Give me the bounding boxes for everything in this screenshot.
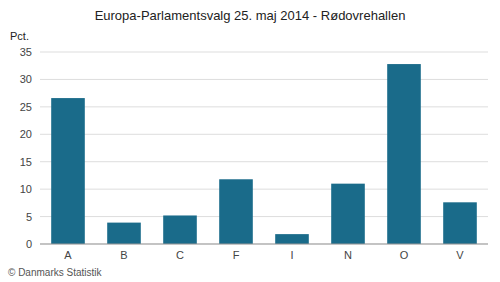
bar (51, 98, 85, 244)
x-tick-label: A (64, 249, 72, 261)
x-tick-label: F (233, 249, 240, 261)
bar (219, 179, 253, 244)
grid-line (40, 244, 488, 245)
title: Europa-Parlamentsvalg 25. maj 2014 - Rød… (95, 8, 406, 23)
bar (163, 215, 197, 244)
y-tick-label: 0 (26, 238, 32, 250)
y-tick-label: 20 (20, 128, 32, 140)
y-tick-label: 10 (20, 183, 32, 195)
bar (331, 184, 365, 244)
x-tick-label: V (456, 249, 464, 261)
x-tick-label: I (290, 249, 293, 261)
x-tick-label: B (120, 249, 127, 261)
x-tick-label: C (176, 249, 184, 261)
y-axis-label: Pct. (10, 30, 29, 42)
grid-line (40, 52, 488, 53)
chart-container: Europa-Parlamentsvalg 25. maj 2014 - Rød… (0, 0, 500, 282)
chart-svg: Europa-Parlamentsvalg 25. maj 2014 - Rød… (0, 0, 500, 282)
y-tick-label: 30 (20, 73, 32, 85)
footer-note: © Danmarks Statistik (8, 267, 103, 278)
bars (51, 64, 477, 244)
bar (387, 64, 421, 244)
y-tick-label: 5 (26, 211, 32, 223)
y-tick-label: 15 (20, 156, 32, 168)
y-tick-label: 25 (20, 101, 32, 113)
bar (275, 234, 309, 244)
x-axis-line (40, 244, 488, 245)
grid (40, 52, 488, 244)
x-tick-label: O (400, 249, 409, 261)
y-tick-label: 35 (20, 46, 32, 58)
bar (443, 202, 477, 244)
bar (107, 223, 141, 244)
x-tick-label: N (344, 249, 352, 261)
